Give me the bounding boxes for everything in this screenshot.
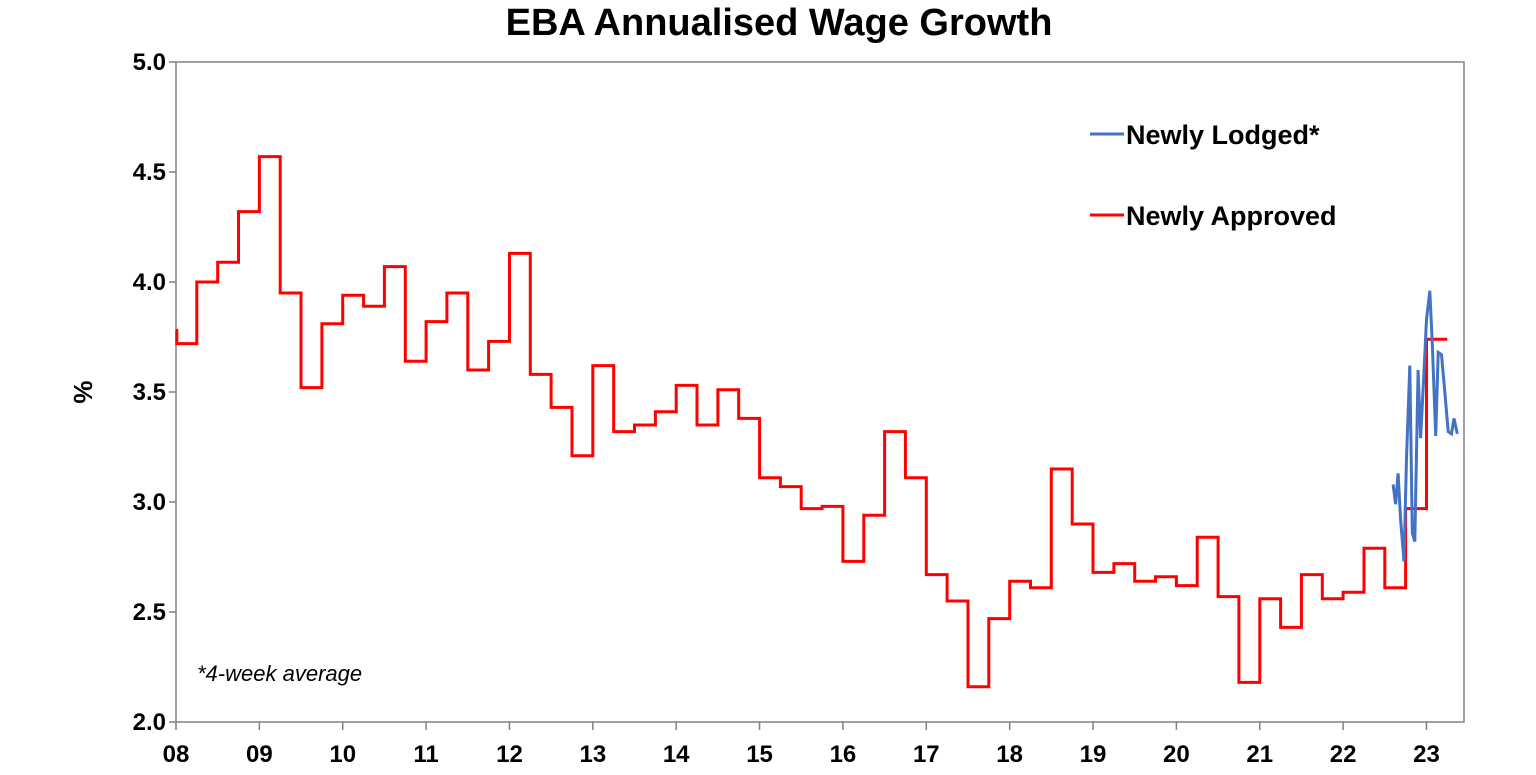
y-tick-label: 4.5: [133, 159, 166, 186]
x-tick-label: 14: [663, 741, 690, 768]
legend-label-newly-lodged: Newly Lodged*: [1126, 120, 1320, 150]
x-tick-label: 16: [830, 741, 857, 768]
x-tick-label: 18: [996, 741, 1023, 768]
legend-label-newly-approved: Newly Approved: [1126, 201, 1337, 231]
x-tick-label: 17: [913, 741, 940, 768]
y-tick-label: 4.0: [133, 269, 166, 296]
series-line-newly-lodged: [1391, 290, 1459, 562]
series-group: [175, 155, 1459, 689]
y-tick-label: 3.0: [133, 489, 166, 516]
x-tick-label: 23: [1413, 741, 1440, 768]
x-tick-label: 19: [1080, 741, 1107, 768]
x-tick-label: 08: [163, 741, 190, 768]
x-tick-label: 13: [579, 741, 606, 768]
x-tick-label: 10: [329, 741, 356, 768]
x-tick-label: 12: [496, 741, 523, 768]
series-line-newly-approved: [175, 155, 1448, 689]
x-tick-label: 20: [1163, 741, 1190, 768]
x-tick-label: 15: [746, 741, 773, 768]
chart-title: EBA Annualised Wage Growth: [506, 2, 1053, 44]
x-tick-label: 21: [1246, 741, 1273, 768]
legend: Newly Lodged* Newly Approved: [1090, 120, 1337, 231]
x-axis: 08 09 10 11 12 13 14 15 16 17 18 19 20 21 22 23: [163, 722, 1440, 768]
y-tick-label: 3.5: [133, 379, 166, 406]
y-tick-label: 5.0: [133, 49, 166, 76]
y-axis: 2.0 2.5 3.0 3.5 4.0 4.5 5.0: [133, 49, 176, 736]
plot-area: [175, 61, 1465, 723]
x-tick-label: 22: [1330, 741, 1357, 768]
x-tick-label: 11: [413, 741, 438, 768]
y-tick-label: 2.0: [133, 709, 166, 736]
x-tick-label: 09: [246, 741, 273, 768]
y-axis-label: %: [68, 380, 98, 403]
y-tick-label: 2.5: [133, 599, 166, 626]
chart-note: *4-week average: [197, 661, 362, 686]
